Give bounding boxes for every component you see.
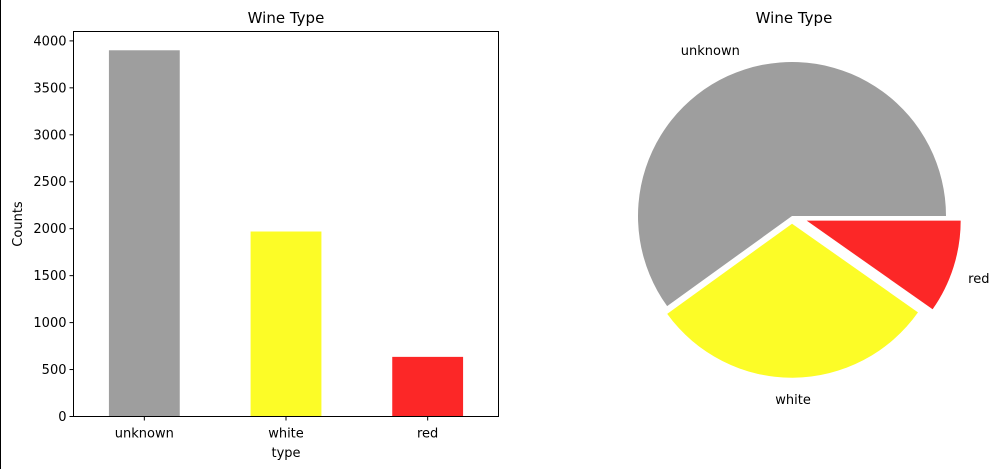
y-tick-label: 1500 [33,269,66,284]
pie-labels: unknown white red [681,44,990,408]
x-tick-label: unknown [115,427,174,442]
y-tick-label: 2000 [33,222,66,237]
x-tick-label: red [417,427,438,442]
pie-label-unknown: unknown [681,44,740,59]
pie-label-white: white [775,393,811,408]
y-axis-label: Counts [11,201,26,247]
pie-slice-unknown [638,61,946,307]
pie-slice-red [806,220,961,310]
bar-red [392,356,464,417]
bar-series [108,50,464,417]
y-axis-ticks: 0 500 1000 1500 2000 2500 3000 3500 4000 [33,34,74,425]
bar-unknown [108,50,180,417]
pie-chart-title: Wine Type [756,9,833,27]
y-tick-label: 4000 [33,34,66,49]
y-tick-label: 3500 [33,81,66,96]
x-axis-label: type [271,446,300,461]
bar-chart-title: Wine Type [248,9,325,27]
y-tick-label: 500 [42,363,67,378]
pie-label-red: red [968,272,989,287]
bar-chart: Wine Type 0 500 1000 1500 2000 2500 3000 3500 40… [11,9,499,461]
figure-left-border [0,0,1,469]
pie-slices [638,61,961,378]
pie-slice-white [667,223,918,378]
y-tick-label: 0 [58,410,66,425]
x-tick-label: white [268,427,304,442]
pie-chart: Wine Type unknown white red [638,9,989,408]
y-tick-label: 3000 [33,128,66,143]
bar-white [250,231,322,417]
x-axis-ticks: unknown white red [115,416,438,442]
y-tick-label: 2500 [33,175,66,190]
y-tick-label: 1000 [33,316,66,331]
